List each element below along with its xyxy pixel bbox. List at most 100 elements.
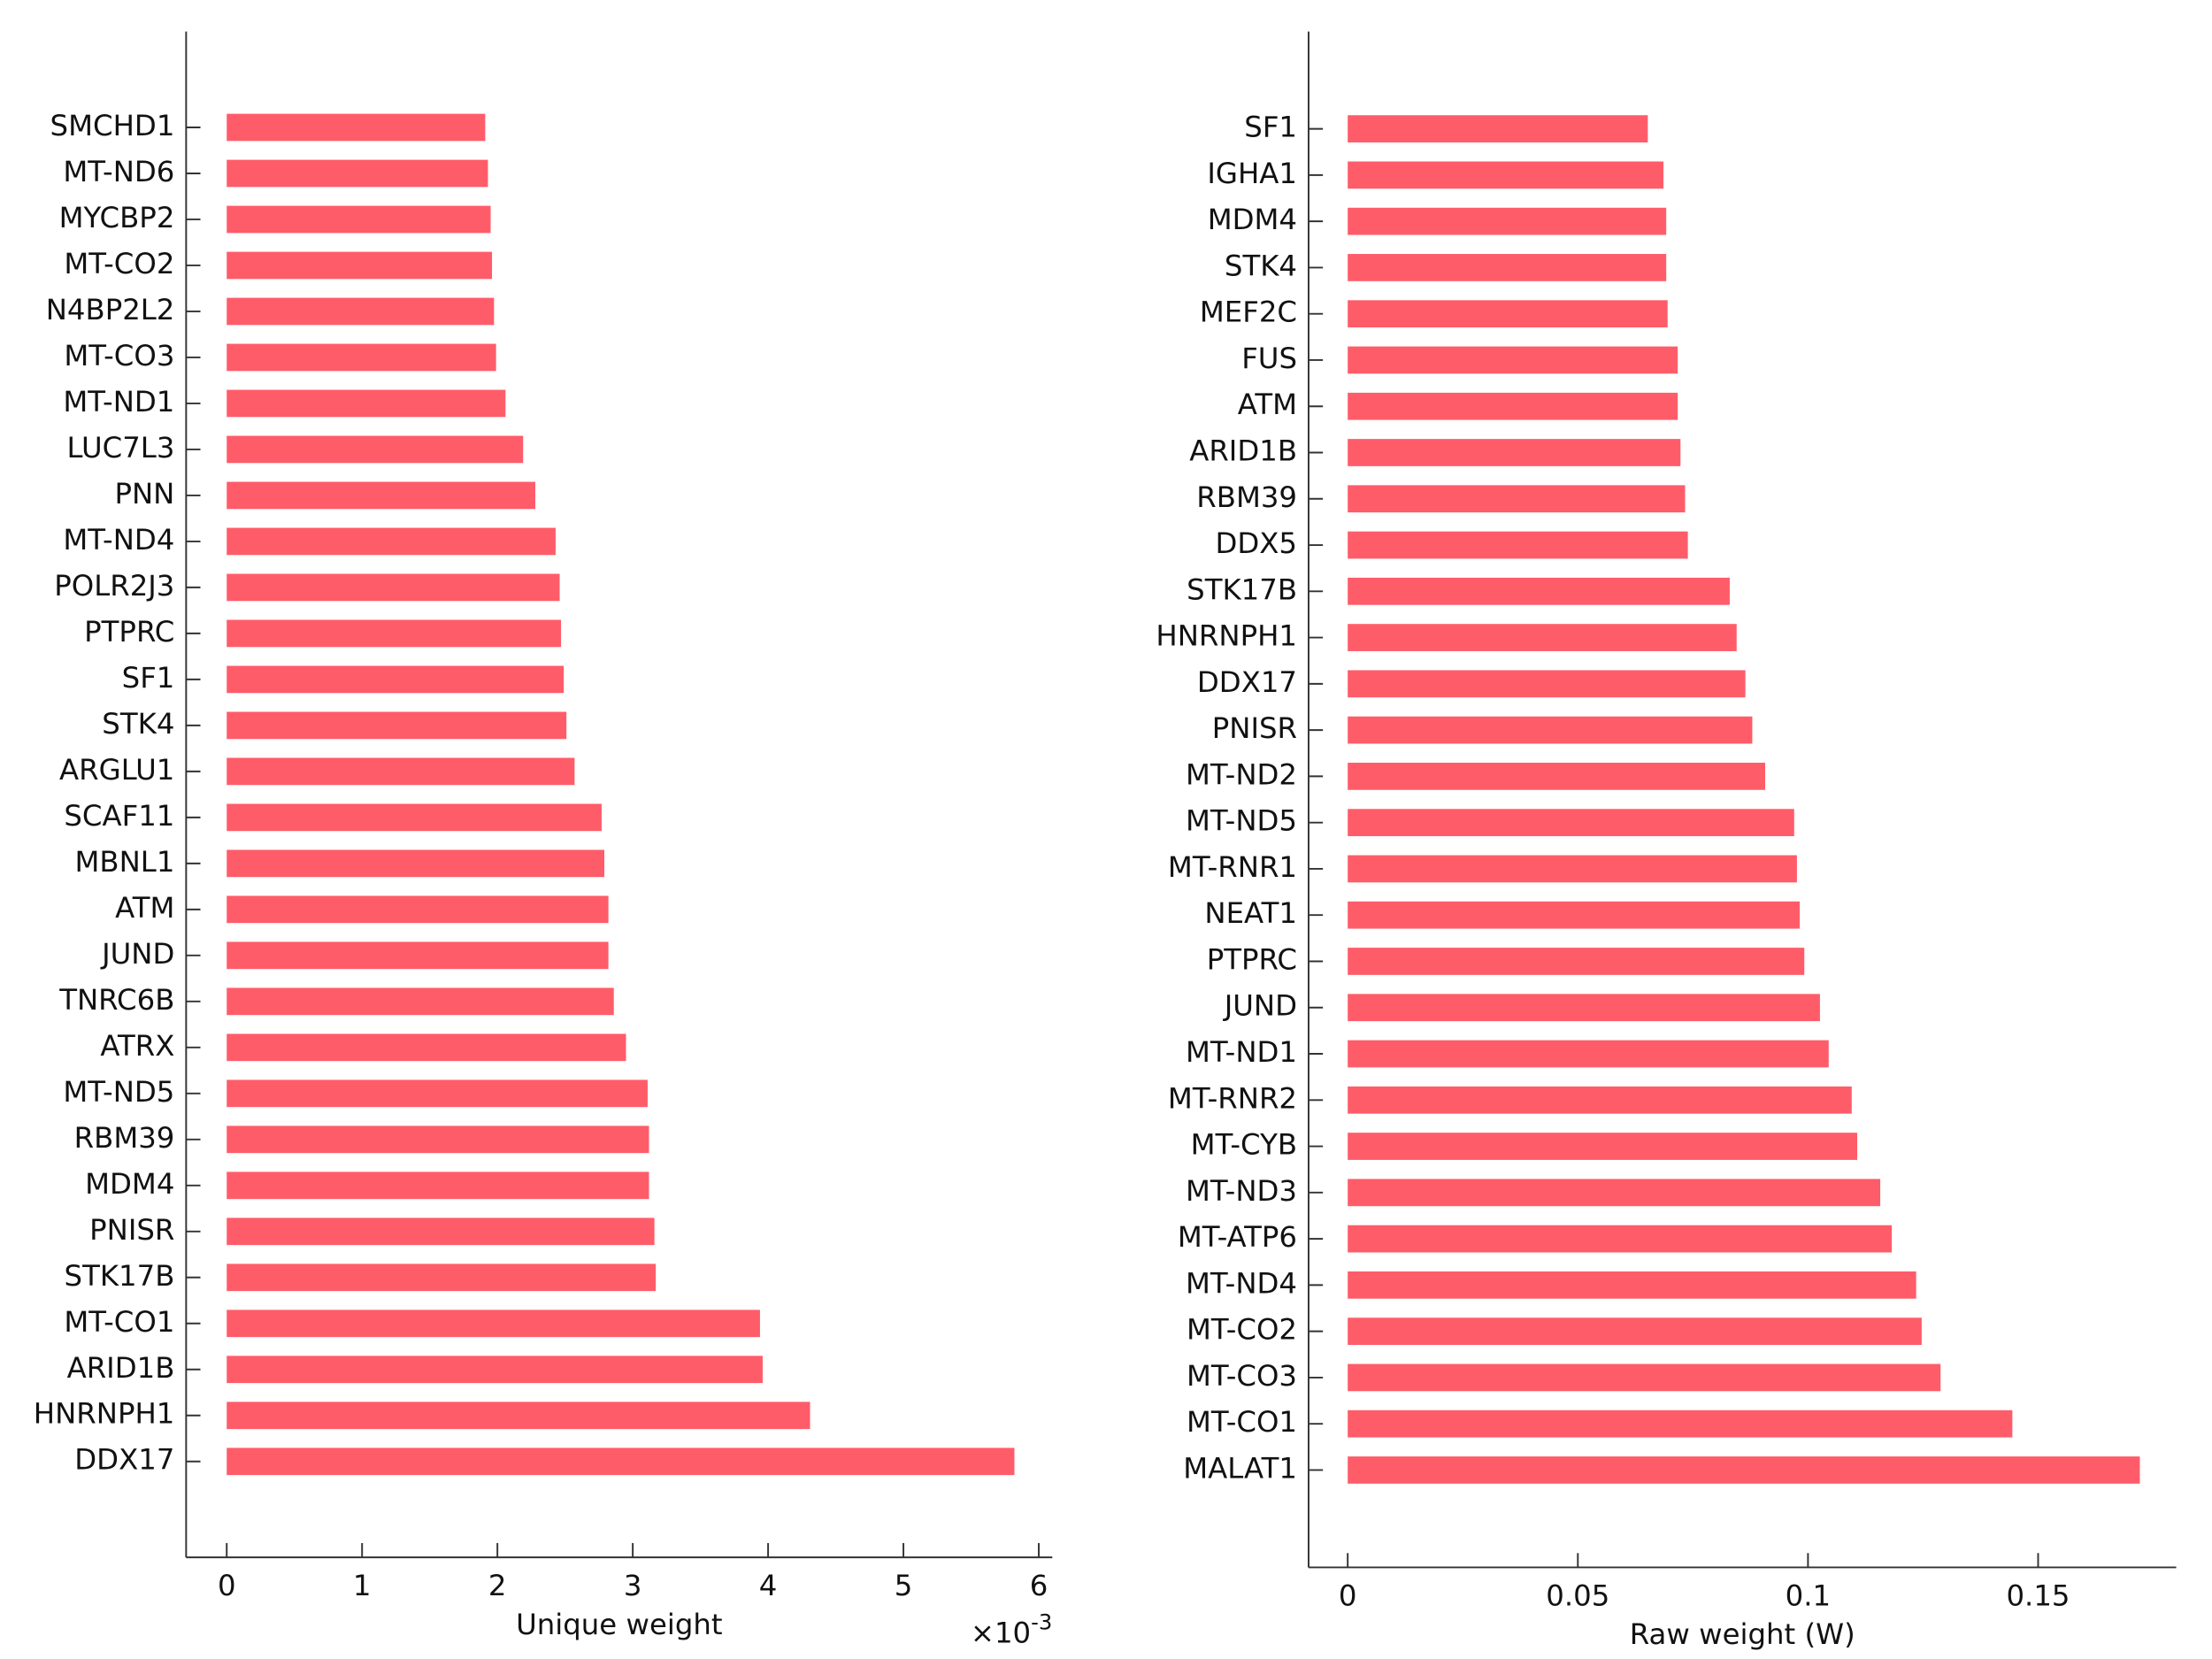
- y-tick-label: MBNL1: [75, 845, 175, 879]
- bar: [1348, 1363, 1941, 1392]
- y-tick-label: POLR2J3: [54, 569, 174, 603]
- y-tick-label: N4BP2L2: [46, 293, 175, 326]
- y-tick-label: MT-RNR1: [1168, 850, 1297, 884]
- multiplier-exponent: -3: [1031, 1609, 1052, 1635]
- bar: [1348, 670, 1746, 698]
- y-tick-label: MT-ND3: [1186, 1174, 1297, 1208]
- y-tick-label: MT-RNR2: [1168, 1081, 1297, 1115]
- y-tick-label: SMCHD1: [50, 109, 175, 142]
- y-tick-label: MT-ND1: [1186, 1035, 1297, 1069]
- x-tick-label: 0.15: [2006, 1578, 2070, 1612]
- x-tick-label: 2: [488, 1569, 507, 1602]
- y-tick-label: MT-ND6: [63, 155, 174, 188]
- y-tick-label: MT-CYB: [1191, 1128, 1297, 1162]
- bar: [227, 665, 565, 694]
- bar: [1348, 1409, 2013, 1438]
- bar: [1348, 994, 1820, 1022]
- y-tick-label: STK4: [102, 707, 174, 741]
- x-tick-label: 5: [895, 1569, 913, 1602]
- y-tick-label: LUC7L3: [67, 431, 175, 465]
- bar: [227, 1356, 763, 1384]
- y-tick-label: NEAT1: [1204, 896, 1297, 930]
- x-tick-label: 3: [624, 1569, 642, 1602]
- y-tick-label: DDX17: [1197, 665, 1297, 699]
- y-tick-label: DDX17: [74, 1443, 174, 1477]
- y-tick-label: SF1: [1244, 111, 1297, 144]
- bar: [1348, 1271, 1916, 1299]
- bar: [227, 895, 609, 924]
- bar: [227, 1125, 649, 1154]
- x-tick-label: 0.05: [1546, 1578, 1609, 1612]
- y-tick-label: MT-ND4: [1186, 1266, 1297, 1300]
- bar: [1348, 1040, 1829, 1068]
- y-tick-label: MT-CO3: [64, 339, 174, 373]
- x-axis-label: Unique weight: [516, 1608, 722, 1641]
- x-tick-label: 6: [1030, 1569, 1048, 1602]
- bar: [1348, 901, 1801, 929]
- bar: [227, 1310, 760, 1338]
- y-tick-label: MDM4: [1208, 203, 1297, 236]
- bar: [1348, 161, 1664, 189]
- y-tick-label: DDX5: [1215, 526, 1297, 560]
- bar: [227, 1263, 657, 1292]
- bar: [227, 251, 493, 280]
- y-tick-label: RBM39: [1196, 480, 1297, 514]
- x-multiplier: ×10-3: [971, 1609, 1052, 1650]
- bar: [1348, 1317, 1922, 1346]
- bar: [1348, 1086, 1852, 1114]
- bar: [1348, 439, 1681, 466]
- bar: [1348, 1456, 2140, 1484]
- bar: [227, 1033, 626, 1062]
- bar: [1348, 624, 1737, 651]
- y-tick-label: RBM39: [74, 1121, 175, 1155]
- subplot: SF1 IGHA1 MDM4 STK4 MEF2C FUS ATM ARID1B RBM39 DD…: [1156, 31, 2177, 1651]
- bar: [227, 573, 560, 602]
- y-tick-label: MT-CO1: [1187, 1405, 1297, 1439]
- bar: [1348, 1179, 1881, 1207]
- bar: [1348, 855, 1797, 883]
- y-tick-label: PNN: [114, 477, 174, 511]
- y-tick-label: MT-ATP6: [1178, 1220, 1297, 1254]
- y-tick-label: ATM: [1238, 388, 1297, 421]
- y-tick-label: ATM: [115, 891, 174, 925]
- subplot: SMCHD1 MT-ND6 MYCBP2 MT-CO2 N4BP2L2 MT-CO3 MT-…: [34, 31, 1052, 1650]
- y-tick-label: IGHA1: [1207, 157, 1297, 190]
- y-tick-label: MT-ND1: [63, 385, 174, 419]
- y-tick-label: ARID1B: [67, 1351, 175, 1385]
- bar: [1348, 577, 1730, 605]
- x-tick-label: 1: [353, 1569, 372, 1602]
- y-tick-label: MYCBP2: [59, 201, 175, 234]
- bar: [227, 1448, 1015, 1476]
- bar: [227, 435, 524, 464]
- x-tick-label: 4: [759, 1569, 778, 1602]
- y-tick-label: JUND: [1223, 989, 1297, 1023]
- y-tick-label: MT-CO3: [1187, 1359, 1297, 1393]
- bar: [227, 343, 496, 372]
- bar: [227, 711, 567, 740]
- y-tick-label: MT-CO2: [64, 247, 174, 280]
- y-tick-label: HNRNPH1: [1156, 619, 1297, 653]
- x-tick-label: 0: [1339, 1578, 1357, 1612]
- bar: [227, 757, 575, 786]
- bar: [1348, 1225, 1893, 1253]
- y-tick-label: PTPRC: [1207, 942, 1297, 976]
- bar: [227, 1079, 648, 1108]
- y-tick-label: PNISR: [1212, 711, 1297, 745]
- bar: [227, 389, 506, 418]
- y-tick-label: SCAF11: [64, 799, 174, 833]
- y-tick-label: MT-CO2: [1187, 1313, 1297, 1347]
- y-tick-label: FUS: [1241, 342, 1297, 375]
- y-tick-label: HNRNPH1: [34, 1397, 175, 1431]
- bar: [227, 941, 609, 970]
- y-tick-label: MALAT1: [1183, 1451, 1297, 1485]
- bar: [227, 205, 491, 234]
- bar: [227, 1402, 810, 1430]
- y-tick-label: STK17B: [65, 1259, 175, 1293]
- bar: [227, 803, 602, 832]
- x-tick-label: 0: [218, 1569, 236, 1602]
- y-tick-label: SF1: [122, 661, 175, 695]
- bar: [1348, 763, 1766, 790]
- bar: [1348, 207, 1667, 235]
- y-tick-label: JUND: [100, 937, 174, 971]
